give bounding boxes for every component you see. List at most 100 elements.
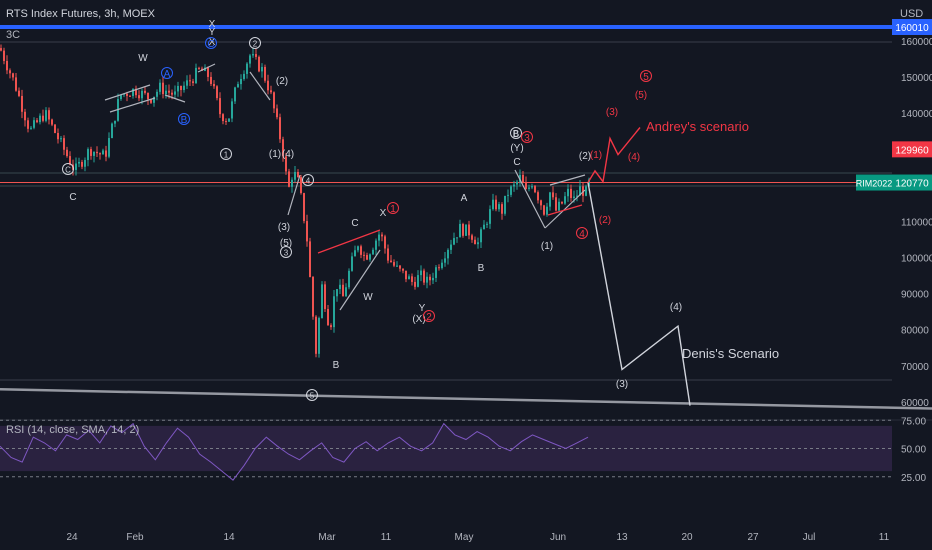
candle-body (51, 119, 53, 125)
wave-label-red: 1 (390, 204, 396, 215)
wave-label-blue: B (181, 115, 188, 126)
candle-body (285, 156, 287, 172)
candle-body (414, 281, 416, 287)
top-price-tag-bg (892, 19, 932, 35)
circled-wave-marker (220, 148, 232, 160)
wave-label-blue: C (207, 39, 214, 50)
candle-body (279, 117, 281, 140)
price-tick-label: 150000 (901, 73, 932, 84)
wave-channel-line (547, 204, 583, 216)
candle-body (45, 110, 47, 121)
candle-body (129, 95, 131, 97)
candle-body (36, 120, 38, 123)
circled-wave-label: 1 (224, 151, 229, 160)
candle-body (3, 50, 5, 61)
wave-label: (3) (616, 379, 628, 390)
candle-body (366, 255, 368, 260)
candle-body (234, 87, 236, 102)
time-axis[interactable]: 24 Feb 14 Mar 11 May Jun 13 20 27 Jul 11 (66, 532, 889, 543)
circled-wave-marker (510, 127, 522, 139)
candle-body (291, 179, 293, 187)
candle-body (39, 115, 41, 123)
candle-body (33, 120, 35, 128)
candle-body (531, 186, 533, 188)
candle-body (12, 73, 14, 78)
time-tick-label: Mar (318, 532, 336, 543)
support-trendline (0, 388, 932, 410)
candle-body (78, 161, 80, 164)
candle-body (390, 260, 392, 263)
time-tick-label: 11 (879, 532, 890, 543)
candle-body (165, 90, 167, 95)
candle-body (351, 256, 353, 271)
candle-body (441, 262, 443, 269)
candle-body (198, 67, 200, 69)
circled-wave-marker-red (387, 202, 399, 214)
candle-body (240, 78, 242, 85)
candle-body (564, 196, 566, 204)
candle-body (453, 238, 455, 245)
candle-body (90, 149, 92, 156)
candle-body (99, 153, 101, 155)
price-tick-label: 110000 (901, 217, 932, 228)
circled-wave-label: 4 (306, 177, 311, 186)
current-price-tag-bg (892, 174, 932, 191)
candle-body (258, 56, 260, 72)
circled-wave-label: 3 (284, 249, 289, 258)
candle-body (321, 284, 323, 319)
rsi-tick-label: 75.00 (901, 416, 926, 427)
rsi-label[interactable]: RSI (14, close, SMA, 14, 2) (6, 424, 140, 436)
candle-body (189, 80, 191, 82)
candle-body (87, 149, 89, 161)
time-tick-label: Jul (803, 532, 816, 543)
candle-body (228, 118, 230, 122)
candle-body (156, 91, 158, 97)
candle-body (525, 182, 527, 189)
candle-body (15, 77, 17, 91)
wave-channel-line (197, 63, 216, 73)
wave-channel-line (249, 71, 271, 101)
candle-body (513, 184, 515, 187)
chart-label: 3C (6, 29, 21, 41)
candle-body (510, 186, 512, 195)
candle-body (501, 204, 503, 214)
circled-wave-marker-red (423, 310, 435, 322)
symbol-title[interactable]: RTS Index Futures, 3h, MOEX (6, 8, 155, 20)
price-axis[interactable]: 1600001500001400001300001200001100001000… (856, 19, 932, 484)
candle-body (219, 98, 221, 115)
candle-body (318, 318, 320, 354)
candle-body (363, 254, 365, 256)
wave-label-red: (1) (590, 150, 602, 161)
current-price-tag: 120770 (895, 179, 929, 190)
candle-body (162, 82, 164, 95)
candle-body (456, 237, 458, 239)
wave-label: X (209, 19, 216, 30)
candle-body (186, 80, 188, 86)
andrey-scenario-label: Andrey's scenario (646, 119, 749, 134)
candle-body (516, 181, 518, 185)
candle-body (495, 199, 497, 210)
candle-body (486, 223, 488, 225)
candle-body (579, 186, 581, 196)
candle-body (492, 199, 494, 210)
candle-body (96, 151, 98, 154)
wave-label: Y (419, 303, 426, 314)
candle-body (303, 193, 305, 222)
candle-body (357, 246, 359, 251)
candle-body (375, 240, 377, 250)
candle-body (555, 197, 557, 211)
circled-wave-label: 5 (310, 392, 315, 401)
candle-body (480, 229, 482, 243)
candle-body (489, 209, 491, 224)
symbol-tag: RIM2022 (856, 179, 893, 189)
circled-wave-marker-red (640, 70, 652, 82)
circled-wave-marker (306, 389, 318, 401)
candle-body (345, 287, 347, 297)
candle-body (231, 101, 233, 119)
wave-label: (2) (579, 151, 591, 162)
wave-label: X (380, 208, 387, 219)
candle-body (54, 124, 56, 133)
wave-channel-line (514, 169, 546, 229)
candle-body (309, 241, 311, 278)
